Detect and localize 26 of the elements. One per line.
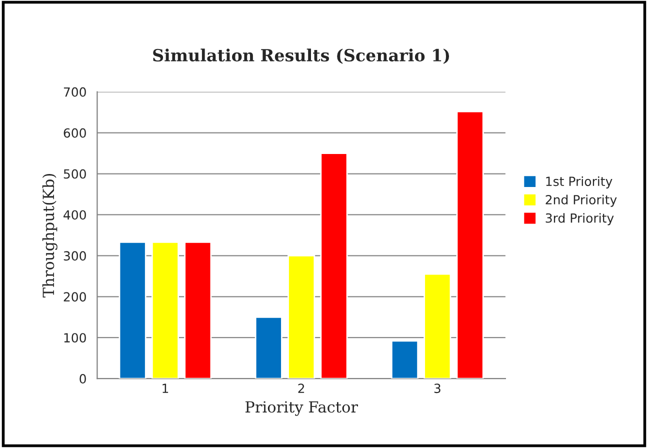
bar [320, 152, 348, 379]
y-tick-label: 700 [64, 87, 86, 97]
bar [424, 273, 452, 379]
x-tick-label: 1 [162, 384, 168, 393]
bar [390, 340, 418, 379]
y-axis-title: Throughput(Kb) [42, 174, 58, 298]
bar [184, 241, 212, 379]
y-tick-label: 400 [64, 210, 86, 220]
x-tick-label: 3 [434, 384, 440, 394]
y-tick-label: 300 [64, 251, 86, 261]
legend-label: 1st Priority [546, 176, 612, 188]
y-tick-label: 500 [64, 169, 86, 179]
y-tick-label: 0 [80, 374, 86, 384]
legend-label: 2nd Priority [546, 194, 617, 207]
x-tick-label: 2 [298, 384, 304, 393]
bar [254, 316, 282, 379]
y-tick-label: 600 [64, 128, 86, 138]
chart-title: Simulation Results (Scenario 1) [153, 48, 450, 64]
bar [151, 241, 179, 379]
y-tick-label: 200 [64, 292, 86, 302]
legend-label: 3rd Priority [546, 213, 614, 226]
bar [456, 110, 484, 379]
bar [118, 241, 146, 379]
x-axis-title: Priority Factor [245, 401, 358, 416]
bar [288, 254, 316, 379]
y-tick-label: 100 [64, 333, 86, 343]
